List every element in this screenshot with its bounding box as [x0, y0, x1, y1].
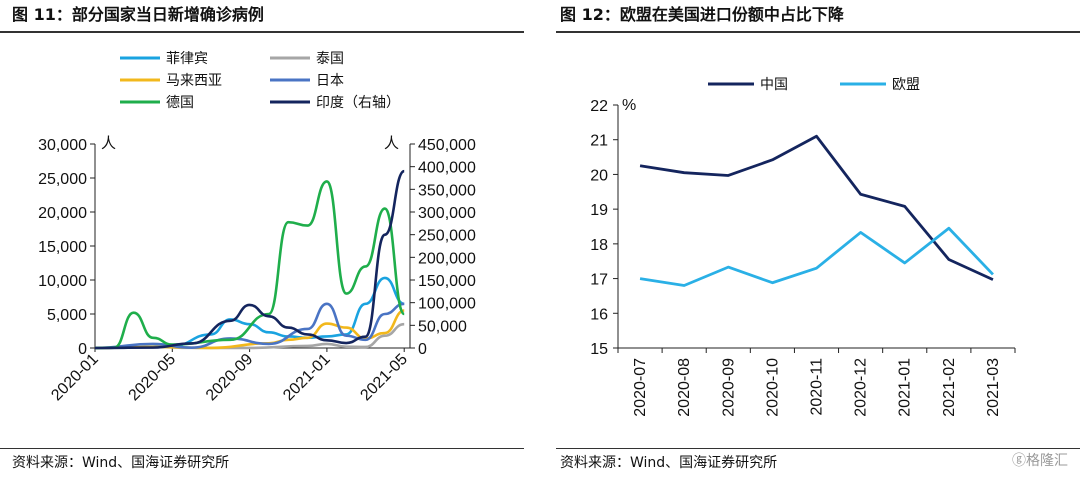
series-line-2 [639, 226, 994, 287]
y-tick-label: 21 [590, 133, 608, 150]
x-tick-label: 2020-08 [676, 358, 693, 417]
right-footer-rule [556, 448, 1080, 449]
legend-label: 马来西亚 [166, 72, 222, 88]
y-tick-label: 15 [590, 341, 608, 358]
right-y-tick-label: 350,000 [418, 182, 476, 199]
y-tick-label: 18 [590, 237, 608, 254]
x-tick-label: 2021-02 [941, 358, 958, 417]
left-y-tick-label: 10,000 [38, 273, 87, 290]
x-tick-label: 2021-01 [897, 358, 914, 417]
left-chart-title: 图 11：部分国家当日新增确诊病例 [12, 5, 264, 24]
right-source-note: 资料来源：Wind、国海证券研究所 [560, 455, 778, 471]
right-chart: 15 16 17 18 19 20 21 22 % 2020-07 2020-08 2020-09 20… [590, 76, 1016, 417]
watermark: ⓖ格隆汇 [1012, 450, 1068, 470]
right-y-tick-label: 250,000 [418, 228, 476, 245]
y-tick-label: 22 [590, 98, 608, 115]
left-y-tick-label: 20,000 [38, 205, 87, 222]
left-y-tick-label: 15,000 [38, 239, 87, 256]
left-y-tick-label: 30,000 [38, 137, 87, 154]
legend-label: 日本 [316, 72, 344, 88]
left-y-tick-label: 5,000 [47, 307, 87, 324]
x-tick-label: 2021-01 [280, 351, 334, 405]
left-source-note: 资料来源：Wind、国海证券研究所 [12, 455, 230, 471]
left-title-rule [0, 31, 524, 33]
left-y-tick-label: 0 [78, 341, 87, 358]
left-y-tick-label: 25,000 [38, 171, 87, 188]
x-tick-label: 2020-05 [126, 351, 180, 405]
legend-label: 泰国 [316, 50, 344, 66]
left-chart: 0 5,000 10,000 15,000 20,000 25,000 30,000 0 50,… [38, 50, 476, 405]
right-y-tick-label: 150,000 [418, 273, 476, 290]
right-y-tick-label: 0 [418, 341, 427, 358]
x-tick-label: 2020-11 [809, 358, 826, 416]
right-y-tick-label: 50,000 [418, 318, 467, 335]
watermark-text: 格隆汇 [1026, 453, 1068, 469]
y-unit-label: % [622, 97, 636, 114]
series-line-5 [94, 180, 406, 350]
right-y-tick-label: 400,000 [418, 160, 476, 177]
left-y-unit-label: 人 [101, 135, 116, 152]
x-tick-label: 2020-07 [632, 358, 649, 417]
y-tick-label: 17 [590, 272, 608, 289]
y-tick-label: 16 [590, 306, 608, 323]
left-footer-rule [0, 448, 524, 449]
legend-label: 欧盟 [892, 76, 920, 92]
right-y-unit-label: 人 [384, 135, 399, 152]
right-chart-title: 图 12：欧盟在美国进口份额中占比下降 [560, 5, 844, 24]
series-line-6 [94, 169, 405, 350]
legend-label: 印度（右轴） [316, 94, 400, 110]
x-tick-label: 2020-01 [48, 351, 102, 405]
series-line-4 [94, 302, 405, 350]
right-y-tick-label: 200,000 [418, 250, 476, 267]
right-y-tick-label: 450,000 [418, 137, 476, 154]
watermark-logo-icon: ⓖ [1012, 453, 1026, 469]
x-tick-label: 2020-12 [853, 358, 870, 417]
legend-label: 菲律宾 [166, 50, 208, 66]
x-tick-label: 2020-10 [764, 358, 781, 417]
y-tick-label: 19 [590, 202, 608, 219]
series-line-1 [639, 134, 994, 281]
right-title-rule [556, 31, 1080, 33]
x-tick-label: 2021-03 [985, 358, 1002, 417]
legend-label: 德国 [166, 94, 194, 110]
x-tick-label: 2020-09 [720, 358, 737, 417]
right-y-tick-label: 100,000 [418, 296, 476, 313]
x-tick-label: 2020-09 [203, 351, 257, 405]
y-tick-label: 20 [590, 167, 608, 184]
x-tick-label: 2021-05 [357, 351, 411, 405]
legend-label: 中国 [760, 76, 788, 92]
right-y-tick-label: 300,000 [418, 205, 476, 222]
